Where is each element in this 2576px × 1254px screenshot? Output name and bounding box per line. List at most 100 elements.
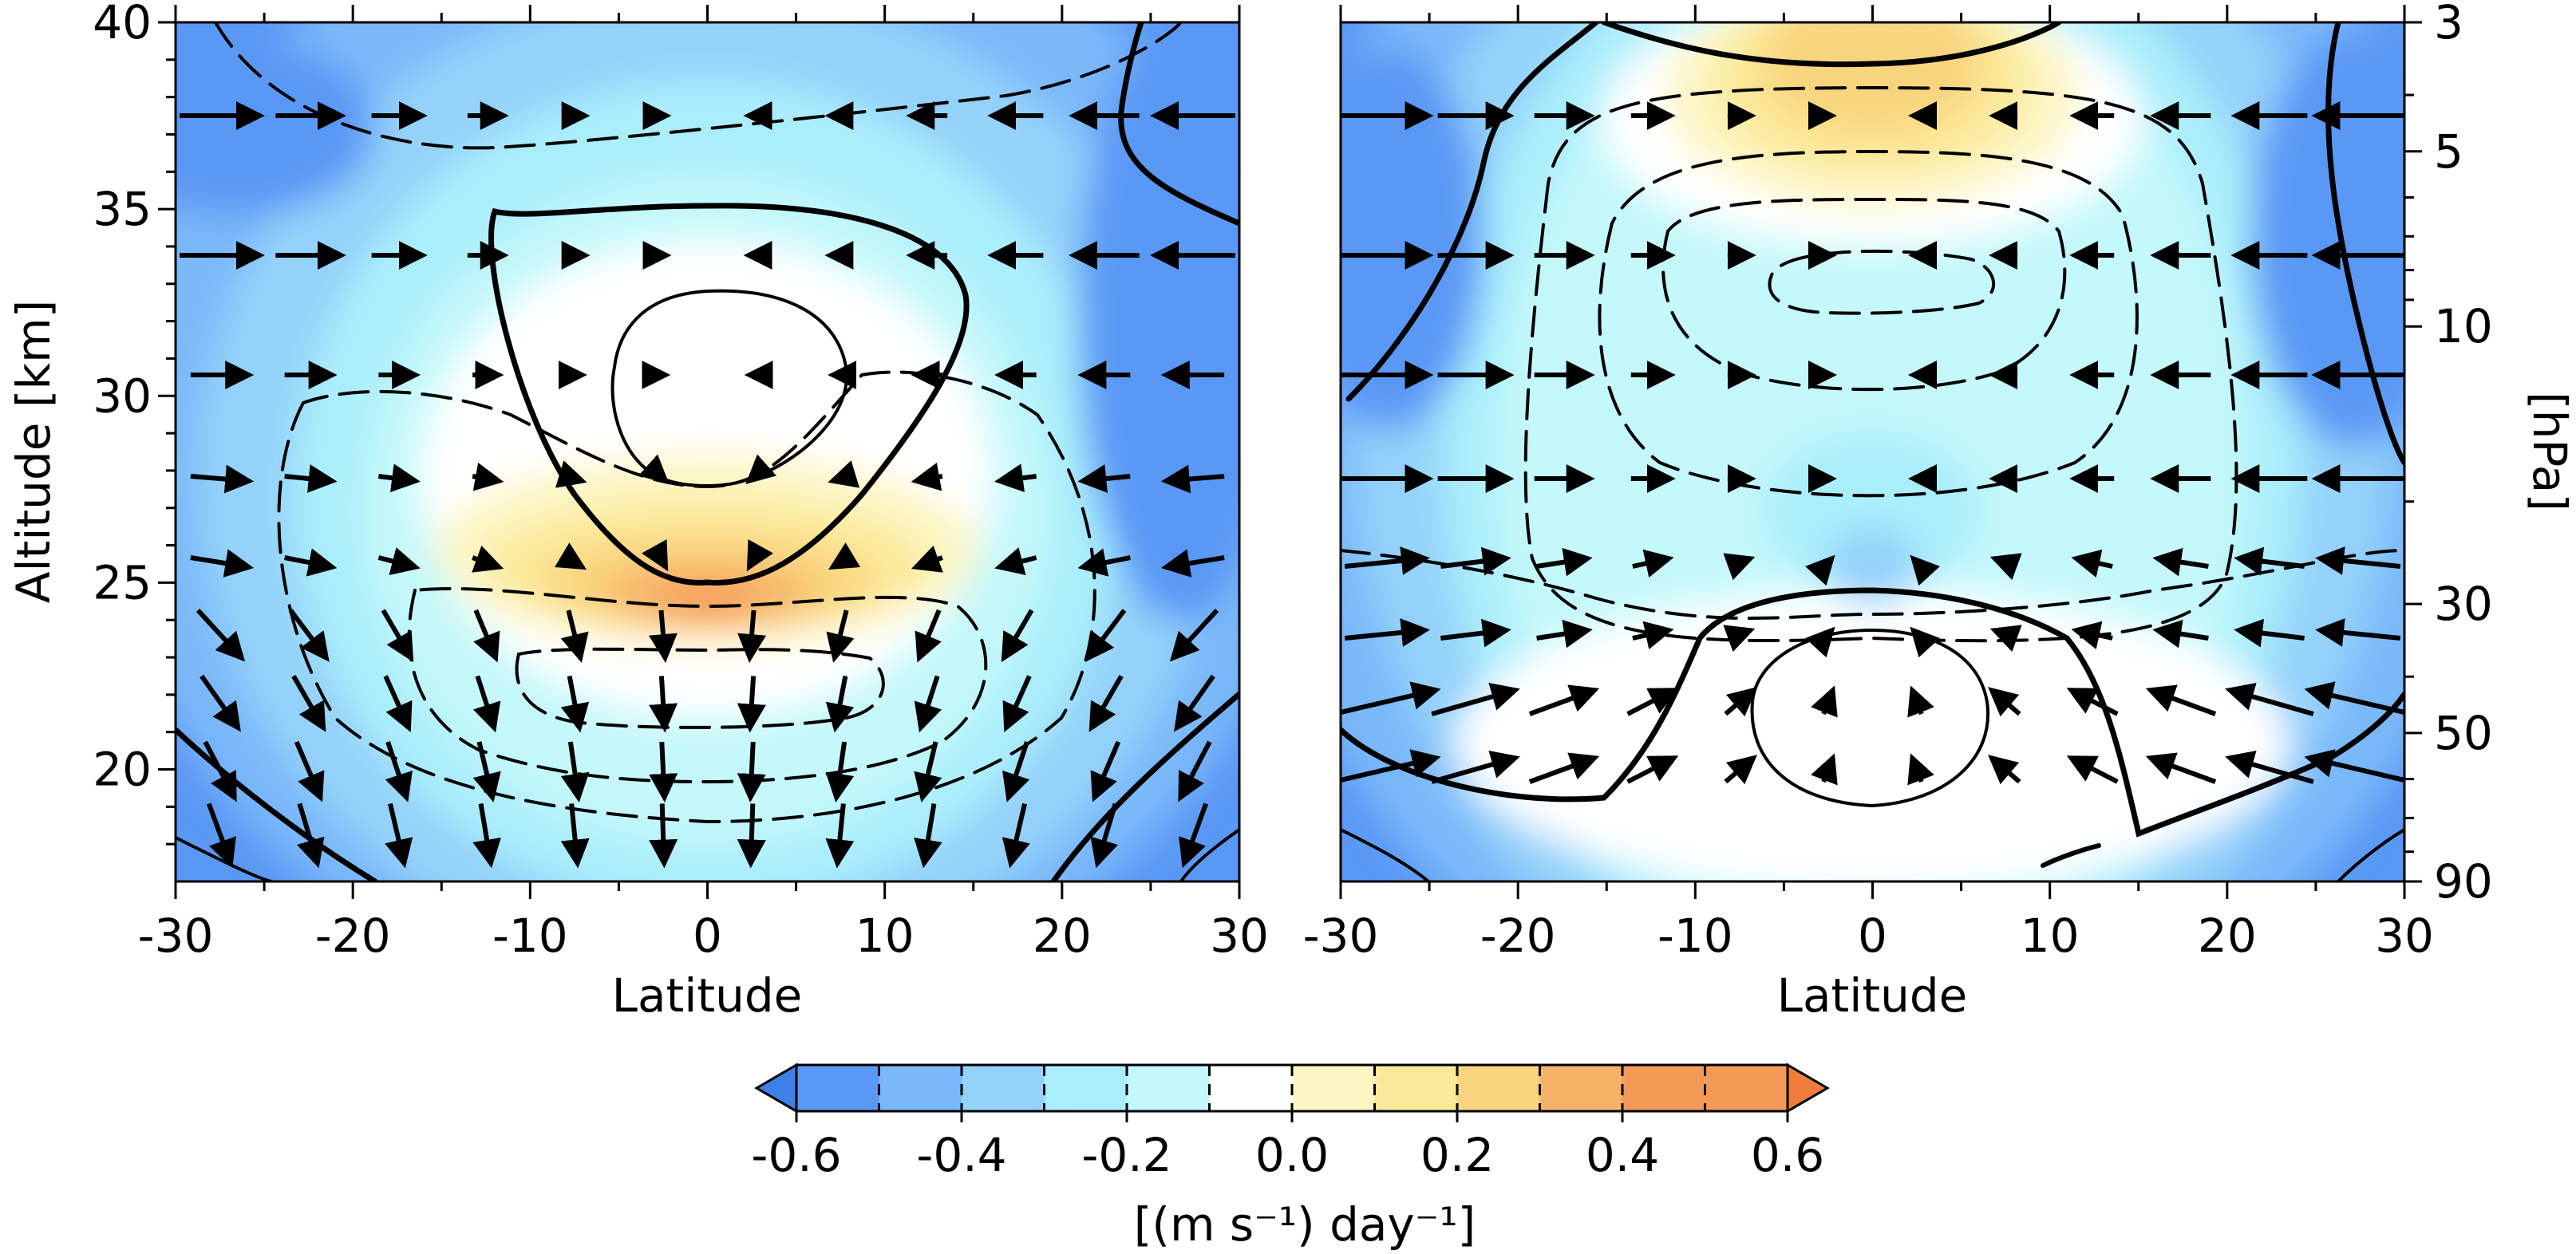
x-tick-label: 10 (855, 909, 915, 963)
wind-arrow (828, 542, 861, 570)
wind-arrow (560, 803, 590, 869)
wind-arrow (1811, 753, 1838, 786)
colorbar-tick-label: -0.2 (1081, 1128, 1171, 1182)
right-x-axis-label: Latitude (1777, 968, 1968, 1023)
wind-arrow (1724, 687, 1757, 717)
wind-arrow (196, 608, 246, 662)
wind-arrow (1811, 685, 1838, 718)
wind-arrow (737, 609, 766, 663)
wind-arrow (2234, 546, 2305, 576)
wind-arrow (1178, 740, 1212, 802)
wind-arrow (2234, 618, 2305, 648)
y-tick-label: 30 (93, 369, 152, 423)
wind-arrow (473, 609, 500, 663)
wind-arrow (1528, 684, 1600, 716)
left-heatmap (176, 22, 1239, 881)
x-tick-label: 30 (2375, 909, 2434, 963)
wind-arrow (737, 803, 766, 869)
wind-arrow (200, 674, 241, 732)
x-tick-label: -30 (1303, 909, 1379, 963)
wind-arrow (206, 802, 236, 869)
x-tick-label: -30 (138, 909, 214, 963)
colorbar-extend-high (1786, 1063, 1830, 1114)
wind-arrow (1341, 681, 1441, 716)
wind-arrow (2315, 546, 2401, 575)
wind-arrow (1077, 548, 1131, 577)
wind-arrow (914, 675, 942, 733)
wind-arrow (649, 803, 678, 869)
wind-arrow (1989, 625, 2022, 653)
colorbar-label: [(m s⁻¹) day⁻¹] (1134, 1197, 1476, 1252)
wind-arrow (828, 460, 860, 488)
wind-arrow (1431, 750, 1520, 784)
right-axis-ticks: -30 -20 -10 0 10 20 30 3 5 10 30 50 90 (1303, 0, 2493, 963)
x-tick-label: 0 (693, 909, 722, 963)
wind-arrow (472, 803, 501, 869)
colorbar-segment (1127, 1065, 1211, 1111)
wind-arrow (1344, 618, 1430, 647)
wind-arrow (1536, 619, 1593, 649)
wind-arrow (385, 802, 413, 869)
colorbar-segment (1292, 1065, 1376, 1111)
wind-arrow (911, 462, 943, 491)
colorbar-segment (1044, 1065, 1128, 1111)
colorbar-segment (796, 1065, 880, 1111)
wind-arrow (914, 803, 942, 869)
wind-arrow (560, 609, 589, 663)
wind-arrow (1910, 554, 1940, 586)
wind-arrow (472, 675, 501, 733)
wind-arrow (2225, 750, 2314, 784)
colorbar-tick-label: -0.4 (916, 1128, 1006, 1182)
wind-arrow (1179, 802, 1209, 869)
wind-arrow (1160, 464, 1225, 494)
colorbar-segment (1539, 1065, 1623, 1111)
wind-arrow (1085, 609, 1127, 662)
wind-arrow (1907, 685, 1934, 718)
wind-arrow (1002, 802, 1030, 869)
x-tick-label: 10 (2021, 909, 2080, 963)
y-tick-label: 35 (93, 182, 152, 236)
wind-arrow (1169, 608, 1219, 662)
wind-arrow (1440, 546, 1511, 576)
x-tick-label: 0 (1858, 909, 1887, 963)
wind-arrow (1344, 546, 1430, 575)
wind-arrow (825, 741, 855, 802)
wind-arrow (2304, 749, 2404, 783)
right-y-axis-label: [hPa] (2523, 392, 2576, 511)
y-tick-label: 40 (93, 0, 152, 49)
y-tick-label: 50 (2434, 706, 2493, 760)
wind-arrow (1090, 740, 1121, 802)
x-tick-label: -20 (315, 909, 391, 963)
wind-arrow (649, 676, 678, 733)
wind-arrow (2152, 547, 2209, 577)
colorbar-segment (962, 1065, 1045, 1111)
wind-arrow (555, 460, 587, 488)
colorbar-tick-label: 0.6 (1751, 1128, 1824, 1182)
wind-arrow (649, 741, 678, 802)
y-tick-label: 5 (2434, 124, 2463, 179)
wind-arrow (1988, 687, 2021, 717)
left-y-axis-label: Altitude [km] (6, 300, 61, 603)
colorbar-tick-label: 0.0 (1255, 1128, 1329, 1182)
wind-arrow (1723, 625, 1756, 653)
colorbar-tick-label: 0.4 (1586, 1128, 1659, 1182)
wind-arrow (914, 741, 942, 802)
wind-arrow (2145, 752, 2217, 784)
wind-arrow (745, 454, 777, 485)
wind-arrow (737, 741, 766, 802)
wind-arrow (190, 464, 255, 494)
wind-arrow (1632, 621, 1674, 649)
wind-arrow (560, 741, 590, 802)
wind-arrow (377, 463, 421, 493)
wind-arrow (1723, 553, 1756, 581)
y-tick-label: 30 (2434, 577, 2493, 631)
wind-arrow (2152, 619, 2209, 649)
wind-arrow (297, 802, 325, 869)
wind-arrow (1536, 547, 1593, 577)
left-panel: -30 -20 -10 0 10 20 30 20 25 30 35 40 Latitude Alti… (6, 0, 1269, 1023)
wind-arrow (641, 539, 669, 572)
wind-arrow (1989, 553, 2022, 581)
wind-arrow (381, 609, 414, 663)
wind-arrow (190, 549, 255, 578)
